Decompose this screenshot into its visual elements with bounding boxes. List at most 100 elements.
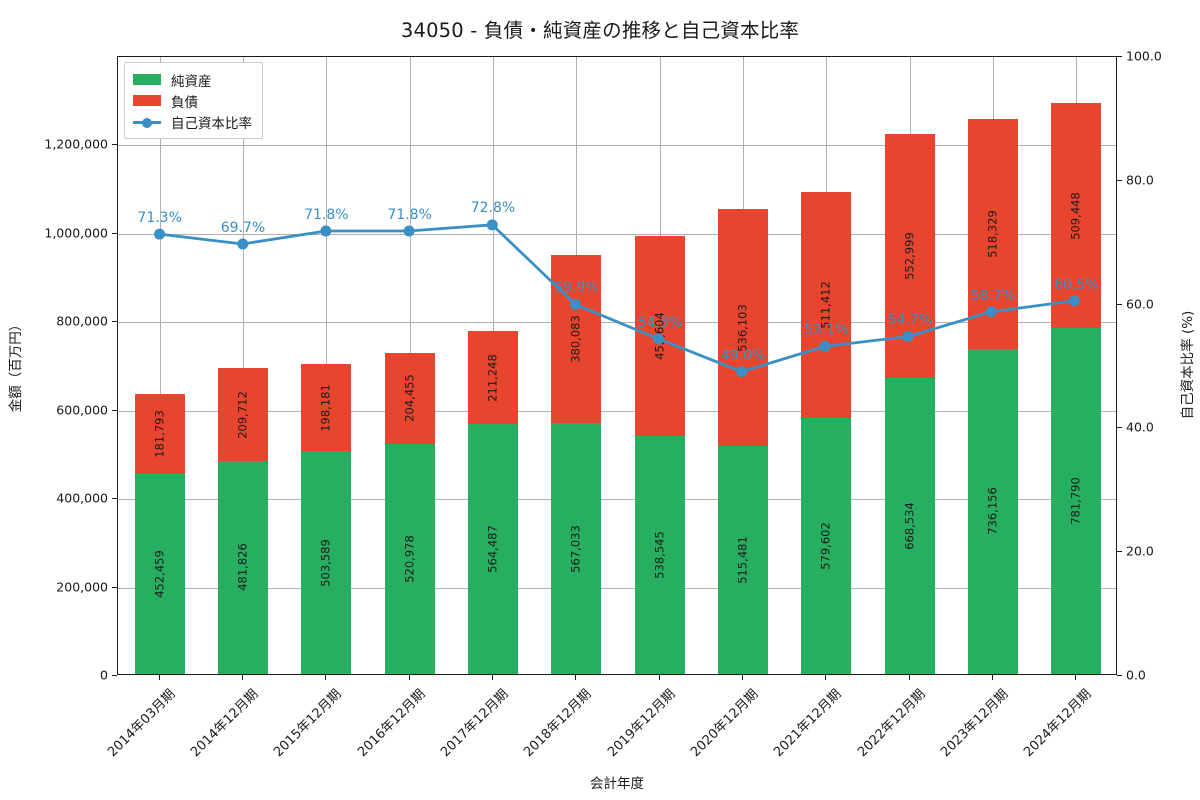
bar-segment-equity[interactable]: 520,978 [384, 443, 435, 674]
ratio-data-point[interactable] [569, 298, 581, 310]
y-axis-right-tick-label: 60.0 [1126, 296, 1154, 312]
bar-segment-liability[interactable]: 181,793 [134, 393, 185, 474]
ratio-data-point[interactable] [902, 331, 914, 342]
x-axis-tick-mark [658, 675, 660, 680]
bar-segment-equity[interactable]: 538,545 [634, 435, 685, 674]
bar-group[interactable]: 579,602 511,412 [801, 191, 852, 674]
ratio-value-label: 54.3% [637, 314, 682, 331]
y-axis-right-tick-mark [1117, 551, 1122, 553]
ratio-data-point[interactable] [736, 366, 748, 378]
legend-item[interactable]: 純資産 [133, 69, 252, 90]
bar-segment-equity[interactable]: 567,033 [551, 423, 602, 674]
ratio-data-point[interactable] [154, 228, 166, 240]
bar-segment-equity[interactable]: 668,534 [884, 378, 935, 674]
plot-area: 452,459 181,793 481,826 209,712 503,589 198,1… [117, 56, 1117, 675]
ratio-value-label: 60.5% [1054, 276, 1099, 293]
ratio-value-label: 69.7% [220, 219, 266, 236]
y-axis-right-tick-mark [1117, 56, 1122, 57]
legend-item-label: 自己資本比率 [171, 115, 252, 132]
legend-item-label: 純資産 [171, 73, 212, 90]
ratio-data-point[interactable] [486, 219, 498, 231]
vertical-gridline [243, 57, 244, 674]
horizontal-gridline [118, 145, 1116, 147]
y-axis-left-tick-label: 600,000 [56, 402, 108, 418]
legend-item[interactable]: 自己資本比率 [133, 111, 252, 132]
bar-group[interactable]: 452,459 181,793 [134, 393, 185, 674]
y-axis-right-tick-label: 20.0 [1126, 543, 1154, 559]
y-axis-right-tick-label: 100.0 [1126, 48, 1162, 64]
bar-segment-equity[interactable]: 481,826 [218, 460, 268, 674]
y-axis-right-tick-label: 40.0 [1126, 419, 1154, 435]
bar-segment-equity[interactable]: 736,156 [968, 348, 1018, 674]
x-axis-tick-label: 2014年12月期 [188, 686, 262, 761]
bars-layer: 452,459 181,793 481,826 209,712 503,589 198,1… [118, 57, 1116, 674]
bar-group[interactable]: 736,156 518,329 [968, 119, 1018, 674]
bar-segment-equity[interactable]: 564,487 [468, 424, 518, 674]
bar-segment-equity[interactable]: 452,459 [134, 473, 185, 674]
ratio-data-point[interactable] [653, 333, 665, 345]
bar-segment-equity[interactable]: 579,602 [801, 417, 852, 674]
bar-segment-liability[interactable]: 204,455 [384, 353, 435, 444]
y-axis-left-tick-label: 0 [100, 667, 108, 683]
x-axis-tick-mark [825, 675, 827, 680]
x-axis-tick-label: 2019年12月期 [604, 686, 679, 761]
y-axis-left-tick-mark [112, 232, 117, 234]
x-axis-tick-label: 2022年12月期 [854, 686, 929, 761]
bar-segment-liability[interactable]: 536,103 [718, 209, 768, 447]
bar-group[interactable]: 503,589 198,181 [301, 363, 352, 674]
x-axis-tick-label: 2017年12月期 [438, 686, 512, 761]
bar-segment-liability[interactable]: 380,083 [551, 255, 602, 424]
y-axis-left-tick-label: 400,000 [56, 490, 108, 506]
y-axis-label-left: 金額（百万円） [8, 317, 24, 413]
x-axis-tick-mark [242, 675, 243, 680]
ratio-value-label: 54.7% [887, 312, 932, 329]
bar-group[interactable]: 520,978 204,455 [384, 353, 435, 674]
legend-item[interactable]: 負債 [133, 90, 252, 111]
ratio-data-point[interactable] [1068, 295, 1080, 307]
horizontal-gridline [118, 499, 1116, 501]
blue-line-marker-icon [133, 115, 161, 128]
bar-group[interactable]: 481,826 209,712 [218, 368, 268, 674]
bar-segment-liability[interactable]: 511,412 [801, 191, 852, 418]
chart-legend: 純資産負債自己資本比率 [124, 62, 263, 139]
bar-segment-liability[interactable]: 209,712 [218, 368, 268, 461]
y-axis-left-tick-mark [112, 409, 117, 411]
labels-layer: 71.3% 69.7% 71.8% 71.8% 72.8% 59.9% 54.3% 49.0%… [118, 57, 1116, 674]
bar-segment-equity[interactable]: 781,790 [1051, 328, 1102, 674]
bar-group[interactable]: 515,481 536,103 [718, 209, 768, 674]
vertical-gridline [159, 57, 161, 674]
bar-segment-equity[interactable]: 515,481 [718, 446, 768, 674]
y-axis-right-tick-label: 0.0 [1126, 667, 1146, 683]
ratio-data-point[interactable] [320, 225, 332, 237]
y-axis-right-tick-mark [1117, 427, 1122, 429]
bar-segment-liability[interactable]: 211,248 [468, 331, 518, 425]
ratio-line-path [158, 223, 1076, 374]
bar-segment-equity[interactable]: 503,589 [301, 451, 352, 674]
bar-group[interactable]: 564,487 211,248 [468, 331, 518, 674]
y-axis-left-tick-label: 1,000,000 [44, 225, 108, 241]
ratio-data-point[interactable] [819, 340, 831, 352]
ratio-value-label: 72.8% [470, 200, 516, 217]
y-axis-right-tick-mark [1117, 179, 1122, 181]
horizontal-gridline [118, 587, 1116, 589]
ratio-value-label: 71.8% [304, 206, 349, 223]
x-axis-tick-label: 2016年12月期 [354, 686, 429, 761]
ratio-data-point[interactable] [403, 225, 415, 237]
bar-group[interactable]: 567,033 380,083 [551, 255, 602, 674]
ratio-value-label: 59.9% [554, 280, 599, 297]
y-axis-left-tick-mark [112, 675, 117, 676]
x-axis-tick-label: 2014年03月期 [104, 686, 179, 761]
ratio-value-label: 71.8% [387, 206, 432, 223]
x-axis-tick-mark [908, 675, 910, 680]
ratio-data-point[interactable] [237, 238, 249, 250]
bar-segment-liability[interactable]: 509,448 [1051, 103, 1102, 329]
green-square-icon [133, 74, 161, 85]
bar-group[interactable]: 781,790 509,448 [1051, 103, 1102, 674]
ratio-data-point[interactable] [985, 306, 997, 318]
legend-item-label: 負債 [171, 94, 198, 111]
y-axis-left-tick-label: 800,000 [56, 313, 108, 329]
y-axis-right-tick-mark [1117, 675, 1122, 676]
bar-segment-liability[interactable]: 198,181 [301, 363, 352, 452]
y-axis-left-tick-mark [112, 321, 117, 323]
x-axis-tick-mark [1075, 675, 1077, 680]
